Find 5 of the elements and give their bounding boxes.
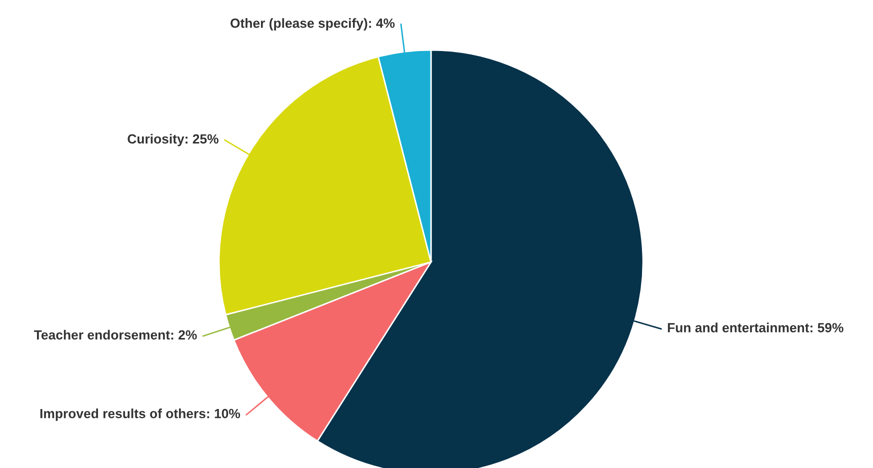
slice-label: Improved results of others: 10% [40,408,240,421]
slice-label: Other (please specify): 4% [230,18,395,30]
slice-label: Curiosity: 25% [128,134,218,146]
slice-label: Fun and entertainment: 59% [668,322,844,332]
slice-label: Teacher endorsement: 2% [34,330,197,340]
